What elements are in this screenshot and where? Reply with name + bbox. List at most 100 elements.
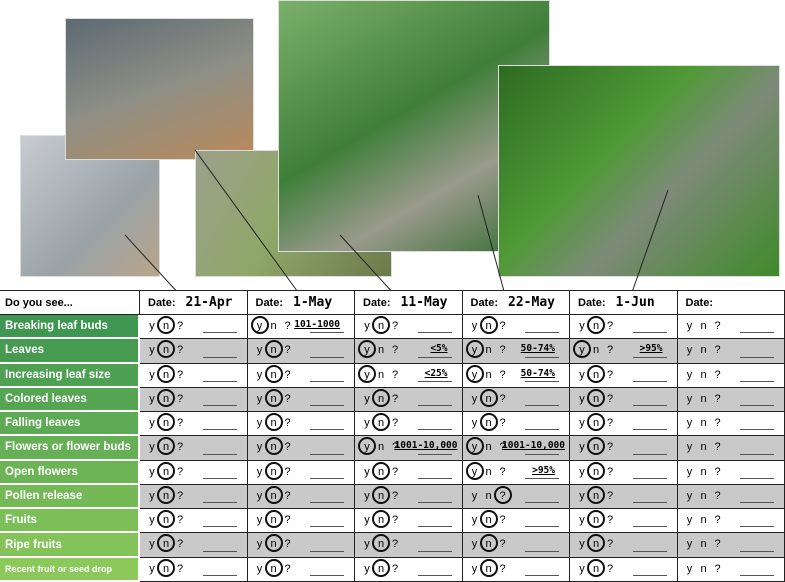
date-label: Date: bbox=[685, 296, 714, 309]
answer-circle bbox=[264, 340, 283, 359]
option: ? bbox=[499, 368, 506, 381]
answer-circle bbox=[264, 510, 283, 529]
answer-cell: y n? bbox=[140, 436, 248, 461]
answer-cell: y n? bbox=[570, 412, 678, 437]
option: y bbox=[471, 489, 478, 502]
option: y bbox=[364, 562, 370, 575]
answer-circle bbox=[264, 534, 283, 553]
answer-cell: y n? 50-74% bbox=[462, 363, 570, 388]
option: y bbox=[686, 465, 693, 478]
option: ? bbox=[606, 344, 614, 357]
answer-cell: y n? bbox=[677, 509, 785, 534]
answer-blank bbox=[525, 356, 559, 358]
date-header: Date: 22-May bbox=[462, 290, 570, 315]
option: y bbox=[256, 538, 263, 551]
answer-cell: y n? 1001-10,000 bbox=[355, 436, 463, 461]
answer-blank bbox=[310, 429, 344, 431]
option: y bbox=[686, 441, 693, 454]
answer-note: >95% bbox=[532, 464, 555, 476]
answer-circle bbox=[479, 413, 498, 432]
answer-cell: y n? bbox=[355, 387, 463, 413]
answer-blank bbox=[632, 332, 667, 334]
option: y bbox=[579, 417, 585, 430]
option: y bbox=[471, 514, 478, 527]
option: ? bbox=[391, 320, 399, 332]
option: ? bbox=[499, 465, 506, 478]
answer-circle bbox=[587, 413, 605, 432]
option: y bbox=[686, 417, 693, 430]
answer-blank bbox=[740, 477, 774, 479]
option: y bbox=[471, 320, 478, 332]
answer-cell: y n? bbox=[140, 484, 248, 510]
answer-blank bbox=[417, 332, 452, 334]
answer-blank bbox=[525, 502, 559, 504]
option: ? bbox=[391, 562, 399, 575]
date-value: 1-May bbox=[293, 295, 333, 310]
answer-cell: y n? bbox=[355, 533, 463, 558]
answer-blank bbox=[417, 453, 452, 455]
option: ? bbox=[284, 514, 291, 527]
answer-blank bbox=[202, 453, 237, 455]
answer-circle bbox=[465, 364, 484, 383]
option: y bbox=[149, 344, 155, 357]
row-label: Fruits bbox=[0, 509, 140, 534]
option: y bbox=[686, 562, 693, 575]
option: ? bbox=[176, 320, 184, 332]
answer-cell: y n? bbox=[247, 533, 355, 558]
option: y bbox=[579, 320, 585, 332]
option: ? bbox=[284, 441, 291, 454]
option: ? bbox=[391, 489, 399, 502]
option: y bbox=[686, 368, 693, 381]
answer-blank bbox=[417, 380, 452, 382]
option: ? bbox=[284, 344, 291, 357]
date-label: Date: bbox=[255, 296, 284, 309]
answer-circle bbox=[372, 510, 390, 529]
answer-cell: y n? bbox=[355, 484, 463, 510]
option: y bbox=[256, 392, 263, 405]
answer-blank bbox=[202, 526, 237, 528]
answer-circle bbox=[465, 340, 484, 359]
option: ? bbox=[714, 489, 721, 502]
answer-blank bbox=[417, 405, 452, 407]
answer-cell: y n? bbox=[140, 387, 248, 413]
answer-blank bbox=[202, 550, 237, 552]
photo-bud-large bbox=[65, 18, 254, 160]
answer-circle bbox=[587, 534, 605, 553]
date-label: Date: bbox=[363, 296, 391, 309]
date-value: 1-Jun bbox=[615, 295, 655, 310]
option: y bbox=[579, 489, 585, 502]
connector bbox=[339, 234, 396, 296]
option: ? bbox=[499, 417, 506, 430]
option: ? bbox=[284, 320, 291, 332]
corner-header: Do you see... bbox=[0, 290, 140, 315]
option: ? bbox=[284, 368, 291, 381]
option: ? bbox=[176, 562, 184, 575]
option: ? bbox=[714, 344, 721, 357]
option: ? bbox=[714, 465, 721, 478]
answer-cell: y n? bbox=[677, 315, 785, 340]
option: ? bbox=[391, 417, 399, 430]
option: ? bbox=[391, 392, 399, 405]
answer-blank bbox=[740, 453, 774, 455]
option: ? bbox=[176, 392, 184, 405]
answer-circle bbox=[157, 413, 175, 432]
option: ? bbox=[176, 417, 184, 430]
answer-note: >95% bbox=[639, 343, 663, 355]
answer-blank bbox=[632, 453, 667, 455]
answer-circle bbox=[358, 364, 376, 383]
option: n bbox=[485, 465, 492, 478]
answer-blank bbox=[525, 405, 559, 407]
answer-blank bbox=[740, 429, 774, 431]
date-header: Date: 1-May bbox=[247, 290, 355, 315]
answer-cell: y n? bbox=[247, 363, 355, 388]
answer-blank bbox=[740, 332, 774, 334]
answer-circle bbox=[157, 485, 175, 504]
option: ? bbox=[391, 465, 399, 478]
option: y bbox=[471, 538, 478, 551]
answer-blank bbox=[310, 502, 344, 504]
option: ? bbox=[606, 368, 614, 381]
answer-cell: y n? bbox=[140, 412, 248, 437]
option: n bbox=[377, 344, 385, 357]
answer-cell: y n? bbox=[355, 509, 463, 534]
option: ? bbox=[606, 465, 614, 478]
